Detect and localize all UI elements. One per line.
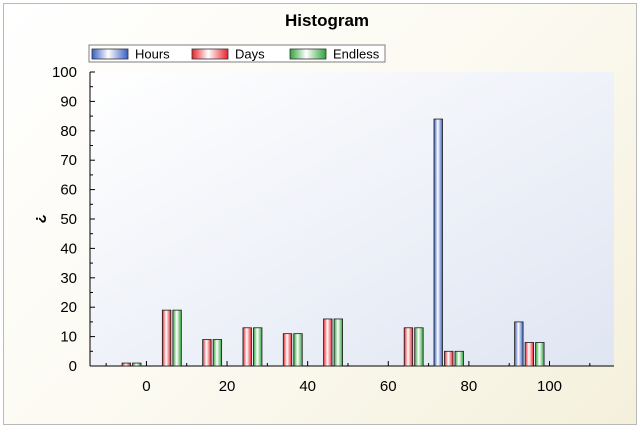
- legend-swatch-endless: [289, 48, 327, 60]
- y-tick-label: 20: [60, 299, 77, 316]
- legend: Hours Days Endless: [88, 44, 386, 63]
- y-tick-label: 40: [60, 240, 77, 257]
- y-tick-label: 0: [69, 358, 77, 375]
- legend-swatch-hours: [91, 48, 129, 60]
- bar-days-25: [242, 327, 252, 367]
- bar-days--5: [121, 362, 131, 367]
- x-tick-label: 40: [299, 378, 316, 395]
- x-tick-label: 60: [380, 378, 397, 395]
- bar-hours-75: [433, 118, 443, 367]
- y-tick-label: 80: [60, 123, 77, 140]
- bar-endless-15: [212, 339, 223, 367]
- bar-endless--5: [132, 362, 142, 367]
- legend-label-days: Days: [235, 47, 265, 62]
- bar-endless-95: [535, 342, 545, 367]
- axes: 0 10 20 30 40 50 60 70 80 90 100 0 20 40 60 80 100: [52, 64, 614, 395]
- bar-days-5: [161, 309, 172, 367]
- bar-days-35: [282, 333, 293, 367]
- y-tick-label: 10: [60, 329, 77, 346]
- bar-hours-95: [514, 321, 524, 367]
- x-tick-label: 0: [142, 378, 150, 395]
- y-axis-label: ?: [32, 214, 49, 223]
- legend-label-hours: Hours: [135, 47, 170, 62]
- legend-label-endless: Endless: [333, 47, 380, 62]
- bar-endless-5: [172, 309, 182, 367]
- bar-endless-65: [414, 327, 424, 367]
- bar-endless-75: [454, 350, 464, 367]
- bar-endless-45: [333, 318, 343, 367]
- y-tick-label: 30: [60, 270, 77, 287]
- y-tick-label: 70: [60, 152, 77, 169]
- bar-days-95: [524, 342, 535, 367]
- bar-days-65: [403, 327, 414, 367]
- chart-title: Histogram: [285, 11, 369, 30]
- x-tick-label: 100: [537, 378, 562, 395]
- y-tick-label: 60: [60, 182, 77, 199]
- bar-days-45: [323, 318, 333, 367]
- x-tick-label: 80: [461, 378, 478, 395]
- y-tick-label: 50: [60, 211, 77, 228]
- y-tick-label: 100: [52, 64, 77, 81]
- legend-swatch-days: [191, 48, 229, 60]
- bars: [121, 118, 545, 367]
- bar-endless-35: [293, 333, 303, 367]
- bar-days-75: [444, 350, 454, 367]
- bar-endless-25: [253, 327, 263, 367]
- bar-days-15: [202, 339, 212, 367]
- y-tick-label: 90: [60, 93, 77, 110]
- x-tick-label: 20: [219, 378, 236, 395]
